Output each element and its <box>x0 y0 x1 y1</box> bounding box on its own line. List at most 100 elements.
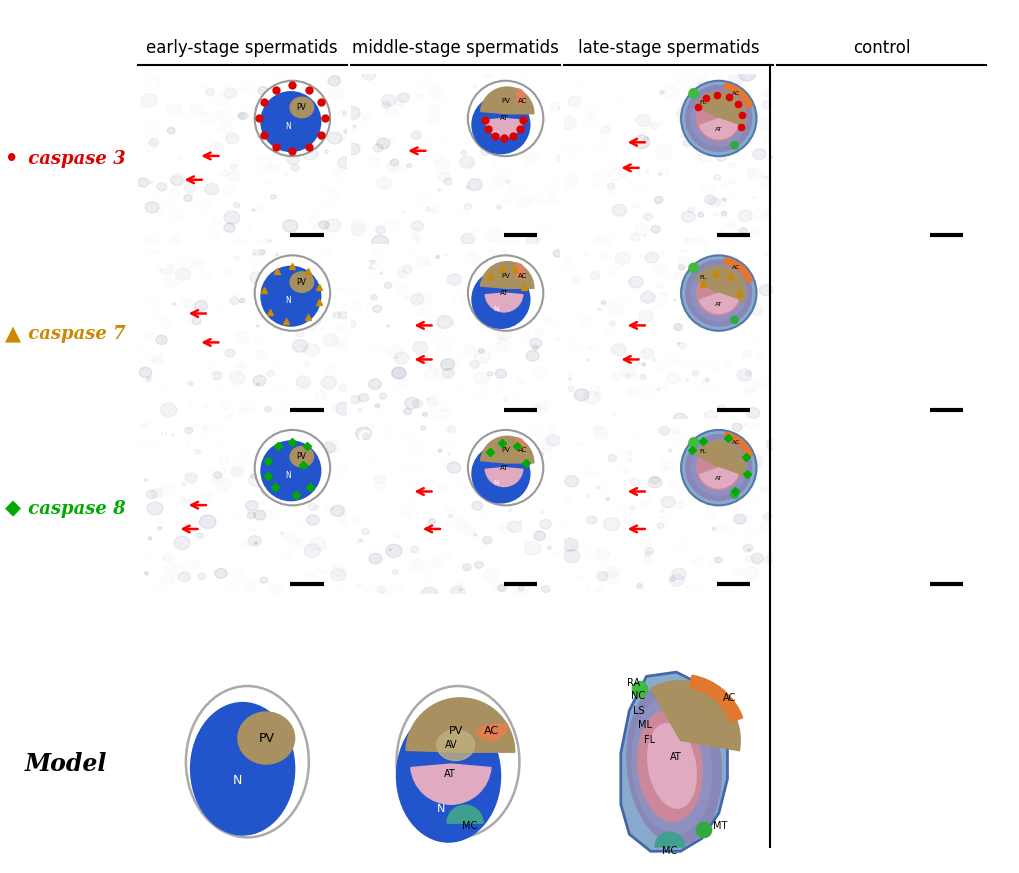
Circle shape <box>268 164 278 172</box>
Circle shape <box>610 344 626 356</box>
Circle shape <box>253 375 266 386</box>
Circle shape <box>471 123 475 127</box>
Circle shape <box>442 368 453 378</box>
Circle shape <box>595 485 600 489</box>
Circle shape <box>459 156 474 168</box>
Circle shape <box>249 536 261 546</box>
Circle shape <box>199 515 216 528</box>
Circle shape <box>157 487 162 491</box>
Circle shape <box>644 552 650 557</box>
Circle shape <box>268 239 271 243</box>
Circle shape <box>461 150 466 155</box>
Circle shape <box>716 405 725 411</box>
Circle shape <box>517 468 533 481</box>
Circle shape <box>705 378 709 382</box>
Circle shape <box>149 139 159 147</box>
Text: Model: Model <box>25 752 107 776</box>
Circle shape <box>225 349 234 357</box>
Circle shape <box>715 153 726 162</box>
Circle shape <box>676 108 690 120</box>
Circle shape <box>294 379 309 390</box>
Circle shape <box>338 506 352 517</box>
Circle shape <box>643 137 648 141</box>
Circle shape <box>539 519 551 529</box>
Circle shape <box>148 78 160 87</box>
Circle shape <box>447 453 449 455</box>
Circle shape <box>524 582 529 587</box>
Circle shape <box>643 213 652 220</box>
Circle shape <box>233 203 239 208</box>
Circle shape <box>192 317 201 325</box>
Circle shape <box>254 510 266 520</box>
Circle shape <box>376 138 389 148</box>
Circle shape <box>182 483 185 485</box>
Circle shape <box>236 362 244 368</box>
Circle shape <box>596 588 602 594</box>
Text: caspase 3: caspase 3 <box>22 150 126 168</box>
Circle shape <box>472 501 482 510</box>
Circle shape <box>634 223 649 236</box>
Circle shape <box>658 426 669 435</box>
Circle shape <box>431 210 435 213</box>
Circle shape <box>654 145 671 159</box>
Circle shape <box>658 173 661 175</box>
Circle shape <box>497 122 508 130</box>
Circle shape <box>219 308 222 311</box>
Circle shape <box>701 380 707 385</box>
Circle shape <box>321 376 336 388</box>
Text: MC: MC <box>661 846 677 856</box>
Text: late-stage spermatids: late-stage spermatids <box>577 39 759 58</box>
Circle shape <box>440 359 453 370</box>
Circle shape <box>145 202 159 213</box>
Circle shape <box>247 512 255 519</box>
Circle shape <box>436 315 452 328</box>
Circle shape <box>445 507 454 515</box>
Circle shape <box>668 450 672 452</box>
Circle shape <box>716 96 732 108</box>
Circle shape <box>505 180 508 183</box>
Circle shape <box>734 569 741 575</box>
Text: MC: MC <box>462 821 477 830</box>
Ellipse shape <box>396 710 500 842</box>
Circle shape <box>561 539 578 551</box>
Circle shape <box>394 356 397 359</box>
Circle shape <box>184 428 193 434</box>
Circle shape <box>473 533 476 536</box>
Circle shape <box>138 178 149 187</box>
Circle shape <box>510 498 518 505</box>
Circle shape <box>522 116 526 120</box>
Circle shape <box>323 505 332 512</box>
Circle shape <box>369 553 382 564</box>
Circle shape <box>234 238 244 246</box>
Circle shape <box>681 211 695 223</box>
Circle shape <box>391 367 406 379</box>
Circle shape <box>513 581 529 595</box>
Ellipse shape <box>191 703 294 835</box>
Circle shape <box>150 181 153 183</box>
Text: early-stage spermatids: early-stage spermatids <box>147 39 337 58</box>
Circle shape <box>398 379 409 387</box>
Circle shape <box>750 553 763 563</box>
Circle shape <box>513 456 519 460</box>
Circle shape <box>292 340 308 352</box>
Circle shape <box>668 574 684 587</box>
Circle shape <box>673 299 676 301</box>
Circle shape <box>560 175 577 188</box>
Circle shape <box>711 527 715 530</box>
Circle shape <box>382 101 390 108</box>
Circle shape <box>252 209 255 211</box>
Circle shape <box>446 462 461 473</box>
PathPatch shape <box>621 672 727 851</box>
Circle shape <box>704 196 715 204</box>
Circle shape <box>659 91 663 94</box>
Circle shape <box>472 475 477 479</box>
Circle shape <box>564 549 580 563</box>
Circle shape <box>502 460 515 471</box>
Text: C2: C2 <box>357 429 382 446</box>
Circle shape <box>255 542 257 544</box>
Text: caspase 7: caspase 7 <box>22 325 126 343</box>
Circle shape <box>447 426 455 432</box>
Circle shape <box>738 68 754 81</box>
Circle shape <box>379 393 386 399</box>
Circle shape <box>173 536 190 549</box>
